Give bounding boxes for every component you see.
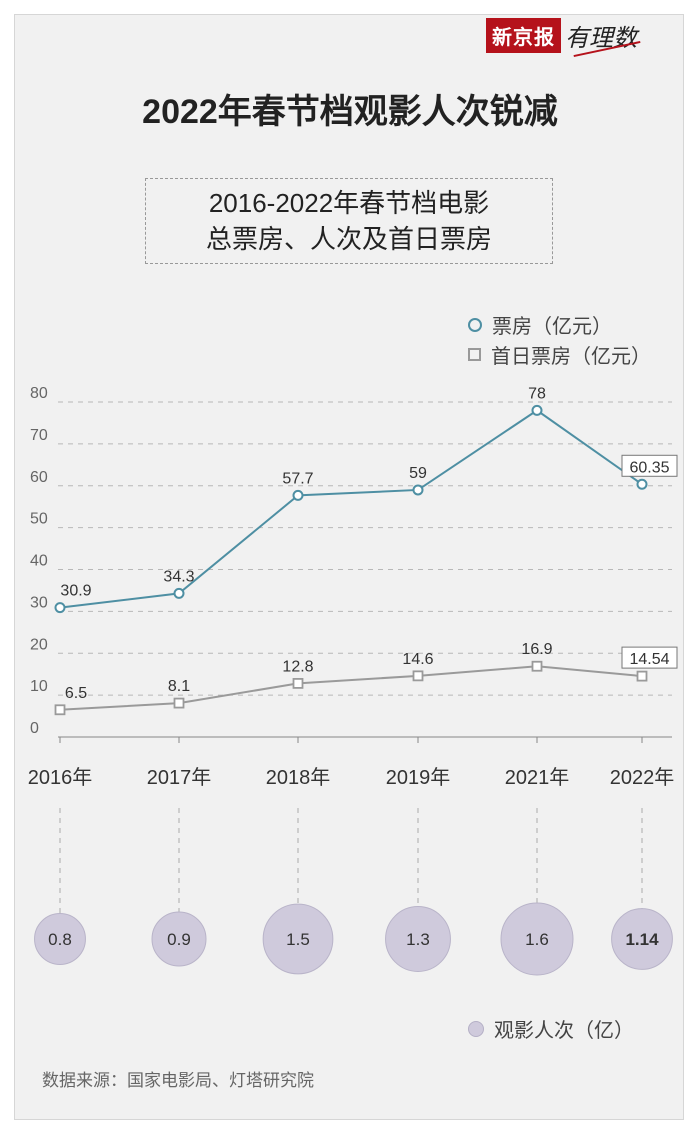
admissions-label: 1.5 [286,930,310,949]
y-tick-label: 60 [30,469,48,486]
admissions-bubble [151,911,207,967]
subtitle-line-2: 总票房、人次及首日票房 [205,224,492,254]
y-tick-label: 40 [30,553,48,570]
legend-box-office: 票房（亿元） [468,310,612,339]
legend-first-day: 首日票房（亿元） [468,340,651,369]
data-source: 数据来源：国家电影局、灯塔研究院 [42,1071,314,1090]
first-day-point [292,678,304,689]
box-office-data-label: 60.35 [629,459,669,476]
first-day-line [59,665,643,711]
y-tick-label: 50 [30,511,48,528]
y-tick-label: 30 [30,594,48,611]
highlight-label-box [621,646,678,669]
admissions-bubble [385,906,451,972]
brand-logo: 新京报 有理数 [486,18,637,53]
admissions-bubble [262,903,334,975]
x-tick-label: 2021年 [505,766,570,789]
first-day-data-label: 14.54 [629,651,669,668]
first-day-data-label: 14.6 [402,651,433,668]
bubble-marker-icon [468,1020,484,1037]
square-marker-icon [468,348,481,361]
y-tick-label: 20 [30,636,48,653]
first-day-point [636,670,648,682]
x-tick-label: 2016年 [28,766,93,789]
admissions-label: 1.6 [525,930,549,949]
subtitle-line-1: 2016-2022年春节档电影 [208,188,490,218]
admissions-label: 1.3 [406,930,430,949]
highlight-label-box [621,454,678,477]
logo-text: 新京报 [486,18,561,53]
y-tick-label: 70 [30,427,48,444]
admissions-label: 1.14 [625,930,659,949]
box-office-point [531,404,543,416]
admissions-bubble [34,913,86,965]
x-tick-label: 2017年 [147,766,212,789]
first-day-data-label: 12.8 [282,658,313,675]
legend-box-office-label: 票房（亿元） [492,316,612,338]
circle-marker-icon [468,317,482,332]
y-tick-label: 0 [30,720,39,737]
box-office-data-label: 34.3 [163,568,194,585]
legend-first-day-label: 首日票房（亿元） [491,346,651,368]
first-day-point [54,704,66,716]
box-office-data-label: 78 [528,385,546,402]
main-title: 2022年春节档观影人次锐减 [142,93,558,131]
x-tick-label: 2018年 [266,766,331,789]
box-office-point [412,484,424,496]
first-day-data-label: 8.1 [168,678,190,695]
box-office-data-label: 30.9 [60,583,91,600]
box-office-line [59,409,643,609]
admissions-label: 0.8 [48,930,72,949]
admissions-label: 0.9 [167,930,191,949]
admissions-bubble [611,908,673,970]
subtitle-box: 2016-2022年春节档电影 总票房、人次及首日票房 [145,178,562,273]
box-office-point [292,489,304,501]
first-day-point [531,660,543,672]
y-tick-label: 80 [30,385,48,402]
first-day-point [412,670,424,682]
legend-admissions-label: 观影人次（亿） [494,1020,634,1042]
box-office-point [54,602,66,614]
first-day-data-label: 16.9 [521,641,552,658]
box-office-point [173,587,185,599]
y-tick-label: 10 [30,678,48,695]
legend-admissions: 观影人次（亿） [468,1014,634,1043]
logo-script: 有理数 [565,18,637,53]
admissions-bubble [500,902,574,976]
box-office-point [636,478,648,490]
first-day-point [173,697,185,709]
box-office-data-label: 59 [409,465,427,482]
box-office-data-label: 57.7 [282,470,313,487]
first-day-data-label: 6.5 [65,685,87,702]
x-tick-label: 2019年 [386,766,451,789]
x-tick-label: 2022年 [610,766,675,789]
